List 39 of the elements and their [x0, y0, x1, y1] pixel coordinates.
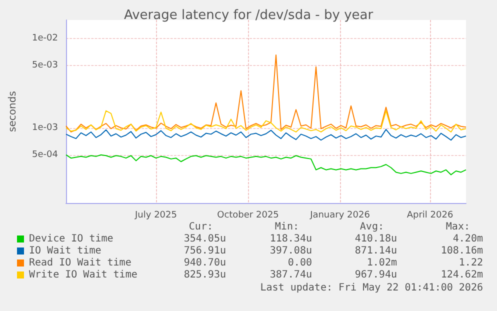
legend-label: Write IO Wait time [29, 270, 138, 280]
text: Avg: [360, 222, 384, 232]
text: 0.00 [288, 258, 312, 268]
line-series [66, 110, 466, 132]
text: 397.08u [270, 246, 312, 256]
text: 940.70u [184, 258, 226, 268]
line-series [66, 54, 466, 132]
y-tick-label: 1e-02 [32, 33, 58, 44]
y-axis-title: seconds [8, 91, 18, 132]
text: Cur: [188, 222, 213, 232]
x-tick-label: July 2025 [134, 210, 177, 220]
legend-label: Device IO time [29, 234, 114, 244]
text: 871.14u [354, 246, 397, 256]
x-tick-label: October 2025 [217, 210, 279, 220]
text: Min: [274, 222, 299, 232]
text: 124.62m [440, 270, 483, 280]
text: Max: [446, 222, 470, 232]
text: 1.22 [458, 258, 483, 268]
text: 108.16m [440, 246, 483, 256]
y-tick-label: 5e-03 [32, 60, 58, 70]
y-tick-label: 5e-04 [32, 150, 58, 160]
text: 4.20m [452, 234, 483, 244]
chart-title: Average latency for /dev/sda - by year [124, 8, 374, 23]
x-tick-label: January 2026 [309, 210, 370, 220]
text: 118.34u [270, 234, 312, 244]
legend-label: IO Wait time [29, 246, 102, 256]
text: 756.91u [184, 246, 226, 256]
line-series [66, 128, 466, 141]
line-series [66, 154, 466, 176]
text: 387.74u [270, 270, 312, 280]
y-tick-label: 1e-03 [32, 122, 58, 133]
text: Last update: Fri May 22 01:41:00 2026 [260, 282, 483, 294]
text: 825.93u [184, 270, 226, 280]
text: 1.02m [366, 258, 397, 268]
text: 354.05u [184, 234, 226, 244]
legend-label: Read IO Wait time [29, 258, 132, 268]
text: 967.94u [354, 270, 397, 280]
x-tick-label: April 2026 [406, 210, 454, 220]
text: 410.18u [354, 234, 397, 244]
